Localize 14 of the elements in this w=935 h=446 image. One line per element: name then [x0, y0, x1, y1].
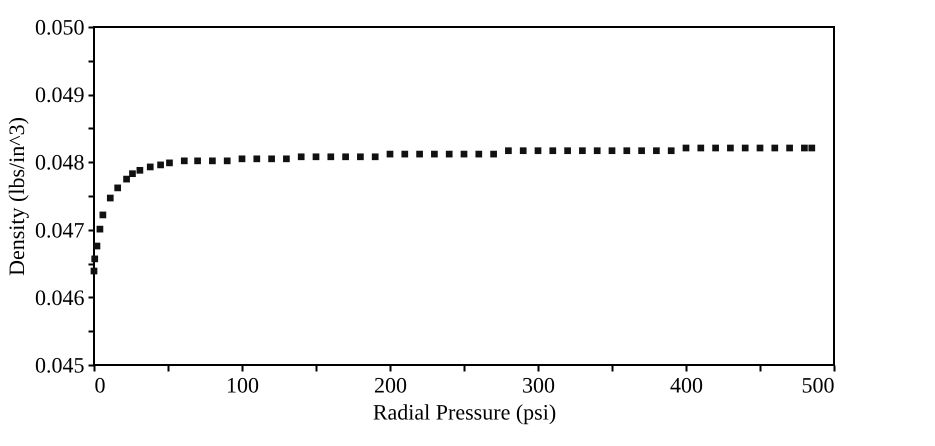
y-tick-label: 0.047	[35, 217, 84, 242]
x-tick-label: 500	[802, 372, 834, 398]
x-tick-label: 200	[374, 372, 407, 398]
x-tick-label: 100	[226, 372, 259, 398]
y-axis-title: Density (lbs/in^3)	[4, 117, 29, 276]
y-tick-label: 0.050	[35, 14, 84, 40]
x-tick-label: 400	[670, 372, 703, 398]
y-tick-label: 0.048	[35, 150, 84, 175]
y-tick-label: 0.049	[35, 82, 84, 108]
x-tick-label: 300	[522, 372, 555, 398]
y-tick-label: 0.045	[35, 352, 84, 378]
x-tick-label: 0	[94, 372, 106, 398]
x-axis-title: Radial Pressure (psi)	[372, 400, 556, 424]
y-tick-label: 0.046	[35, 284, 84, 310]
